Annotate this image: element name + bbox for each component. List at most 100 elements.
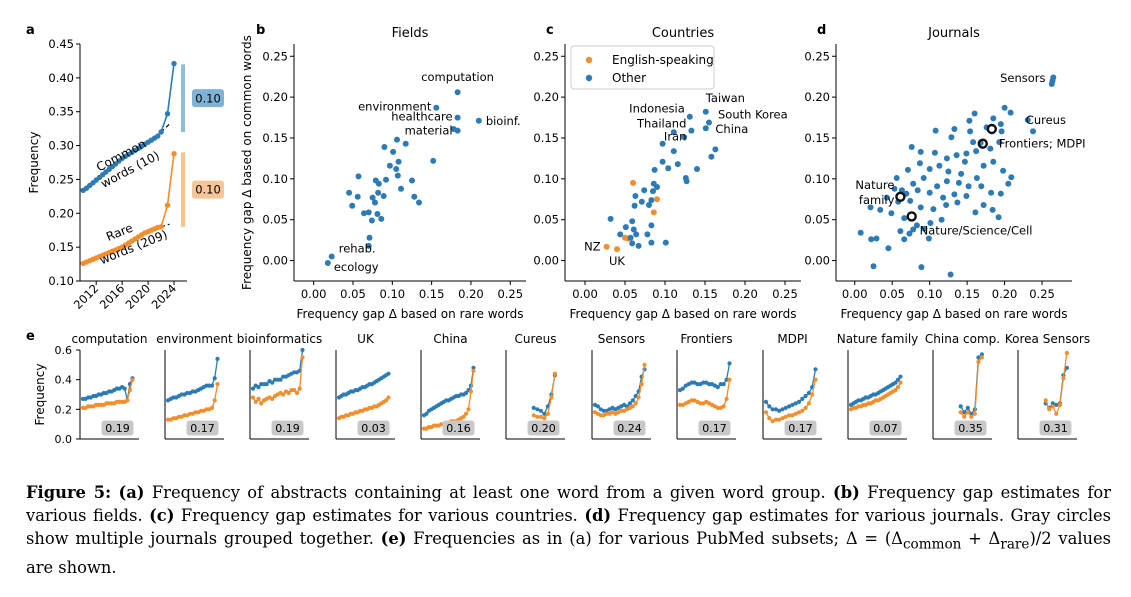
panel-d-point <box>921 225 928 232</box>
panel-d-title: Journals <box>927 26 980 41</box>
panel-e-bioinformatics-rare-point <box>250 395 256 400</box>
panel-c-xtick-label: 0.10 <box>652 287 678 301</box>
panel-b-point <box>378 215 385 222</box>
panel-b-point <box>393 166 400 172</box>
panel-e-mdpi-rare-point <box>803 405 808 410</box>
panel-d-point <box>980 162 987 169</box>
panel-e-ytick-label: 0.6 <box>55 344 73 357</box>
panel-e-sensors-rare-point <box>604 411 609 416</box>
panel-e-ylabel: Frequency <box>33 364 47 426</box>
panel-a-point-0 <box>164 111 171 117</box>
panel-d-point <box>958 170 965 177</box>
panel-d-group-point <box>986 123 997 135</box>
panel-e-frontiers-rare-point <box>724 396 729 401</box>
panel-e-cureus-rare-point <box>538 414 543 419</box>
panel-c-legend-english: English-speaking <box>612 53 714 67</box>
panel-e-nature-family-rare-point <box>898 380 903 385</box>
panel-d-point <box>947 271 954 278</box>
panel-e-environment-common-point <box>209 383 215 388</box>
panel-e-cureus-rare-point <box>535 414 540 419</box>
panel-d-xlabel: Frequency gap Δ based on rare words <box>841 307 1068 321</box>
panel-e-environment-common-point <box>212 376 217 381</box>
panel-d-point <box>963 193 970 199</box>
panel-d-point <box>997 121 1004 128</box>
panel-e-bioinformatics-rare-point <box>253 399 258 404</box>
panel-d-point <box>925 235 932 242</box>
panel-letter-e: e <box>26 329 35 344</box>
panel-a-gap-common-box <box>192 89 224 108</box>
panel-e-bioinformatics-rare-point <box>292 388 297 393</box>
panel-e-korea-sensors-rare-point <box>1061 376 1066 381</box>
panel-e-bioinformatics-rare-point <box>300 355 305 360</box>
panel-d-point <box>914 187 921 194</box>
panel-d-point <box>916 160 923 167</box>
panel-e-uk-delta-text: 0.03 <box>361 422 386 435</box>
panel-d-point <box>961 158 968 165</box>
panel-b-annotation-rehab-: rehab. <box>339 241 376 255</box>
panel-e-china-comp--common-point <box>958 404 963 409</box>
panel-c-ytick-label: 0.20 <box>533 90 559 104</box>
panel-e-korea-sensors-rare-point <box>1057 402 1062 407</box>
panel-a-point-1 <box>171 151 177 157</box>
caption-sub-common: common <box>902 536 962 553</box>
panel-c-point-other <box>607 215 614 222</box>
panel-b-point <box>375 180 382 187</box>
panel-e-nature-family-rare-point <box>893 388 898 393</box>
panel-e-china-comp--rare-point <box>969 414 974 419</box>
panel-c-point-other <box>617 231 624 238</box>
panel-d-point <box>931 149 938 156</box>
panel-b-point <box>454 89 461 96</box>
panel-e-mdpi-rare-point <box>810 392 815 397</box>
panel-e-bioinformatics-rare-point <box>256 396 261 401</box>
panel-c-point-other <box>702 108 709 115</box>
panel-e-frontiers-common-point <box>689 380 694 385</box>
panel-e-china-rare-point <box>471 368 476 373</box>
panel-c-point-other <box>646 202 652 208</box>
panel-e-nature-family-common-point <box>895 377 901 382</box>
panel-e-china-comp--rare-point <box>979 355 985 360</box>
panel-a-ytick-label: 0.35 <box>48 105 74 119</box>
panel-c-xtick-label: 0.05 <box>612 287 638 301</box>
panel-e-frontiers-common-point <box>695 382 700 387</box>
panel-d-point <box>930 206 937 213</box>
panel-b-xtick-label: 0.05 <box>340 287 366 301</box>
panel-c-point-other <box>632 193 639 199</box>
panel-b-annotation-computation: computation <box>421 70 494 84</box>
panel-e-frontiers-rare-point <box>727 377 732 382</box>
panel-e-mdpi-rare-point <box>800 408 805 413</box>
panel-d-point <box>951 191 958 198</box>
panel-c-point-other <box>665 165 672 172</box>
panel-e-korea-sensors-common-point <box>1064 365 1069 370</box>
panel-e-china-comp--common-point <box>962 410 967 415</box>
panel-e-korea-sensors-delta-box <box>1039 420 1072 436</box>
panel-e-korea-sensors-rare-point <box>1050 404 1055 409</box>
panel-b-xtick-label: 0.15 <box>419 287 445 301</box>
panel-b-ylabel: Frequency gap Δ based on common words <box>240 35 254 290</box>
panel-d-point <box>868 236 875 243</box>
panel-c-point-other <box>662 239 669 246</box>
panel-e-cureus-common-point <box>535 407 540 412</box>
panel-c-annotation-South-Korea: South Korea <box>718 107 788 121</box>
panel-e-china-rare-point <box>463 411 469 416</box>
panel-e-uk-delta-box <box>357 420 390 436</box>
panel-e-china-common-point <box>471 365 476 370</box>
panel-e-mdpi-common-point <box>767 404 772 409</box>
panel-c-point-other <box>650 188 656 195</box>
panel-b-xtick-label: 0.20 <box>458 287 484 301</box>
panel-d-point <box>987 145 994 152</box>
panel-c-point-other <box>635 242 642 249</box>
panel-c-xtick-label: 0.20 <box>732 287 758 301</box>
panel-e-frontiers-delta-text: 0.17 <box>702 422 727 435</box>
caption-text-end: )/2 values are shown. <box>26 529 1112 578</box>
panel-b-point <box>375 189 382 196</box>
caption-tag-a: (a) <box>118 483 145 502</box>
panel-d-annotation-Nature-Science-Cell: Nature/Science/Cell <box>920 223 1033 237</box>
panel-e-sensors-title: Sensors <box>598 332 645 346</box>
panel-a-point-0 <box>171 60 177 67</box>
panel-e-mdpi-rare-point <box>790 413 795 418</box>
panel-e-cureus-common-point <box>542 411 547 416</box>
panel-e-computation-delta-box <box>101 420 134 436</box>
panel-e-china-comp--rare-point <box>972 411 978 416</box>
panel-b-ytick-label: 0.10 <box>262 172 288 186</box>
panel-e-uk-title: UK <box>357 332 375 346</box>
